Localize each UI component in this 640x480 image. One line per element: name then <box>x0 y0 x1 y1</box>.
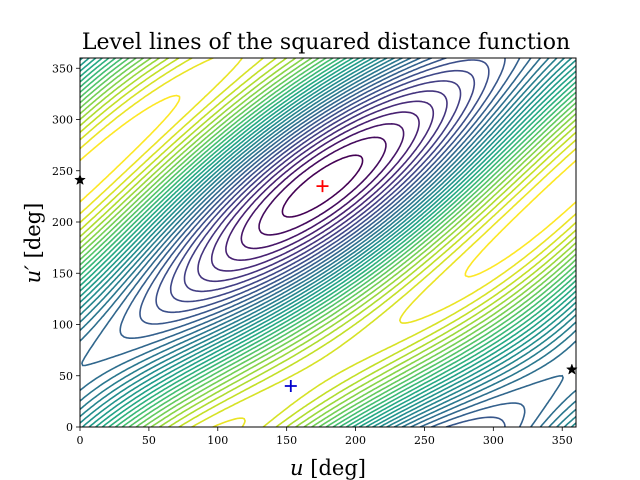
x-axis: 0 50 100 150 200 250 300 350 <box>77 427 573 447</box>
contour-level <box>80 58 576 427</box>
contour-level <box>210 100 435 272</box>
plot-frame <box>79 57 577 428</box>
y-tick-label: 50 <box>59 370 73 383</box>
y-tick-label: 300 <box>52 114 73 127</box>
contour-level <box>80 58 576 427</box>
contour-lines <box>80 58 576 427</box>
markers <box>74 173 578 392</box>
contour-level <box>80 58 576 427</box>
contour-level <box>155 59 490 314</box>
contour-level <box>240 123 405 250</box>
x-tick-label: 250 <box>414 434 435 447</box>
y-tick-label: 350 <box>52 62 73 75</box>
contour-level <box>258 136 387 236</box>
x-tick-label: 100 <box>207 434 228 447</box>
contour-level <box>80 58 576 427</box>
star-left-marker <box>74 173 86 185</box>
contour-level <box>80 94 576 278</box>
star-right-marker <box>565 363 578 375</box>
y-tick-label: 150 <box>52 267 73 280</box>
contour-level <box>80 58 576 427</box>
x-tick-label: 50 <box>142 434 156 447</box>
contour-level <box>225 111 420 261</box>
minimum-marker <box>284 380 297 392</box>
contour-level <box>169 69 476 303</box>
contour-level <box>80 58 576 427</box>
x-tick-label: 350 <box>552 434 573 447</box>
y-tick-label: 0 <box>66 421 73 434</box>
x-tick-label: 0 <box>77 434 84 447</box>
y-axis-label: u′ [deg] <box>21 203 45 284</box>
y-tick-label: 200 <box>52 216 73 229</box>
x-tick-label: 150 <box>276 434 297 447</box>
contour-level <box>281 154 364 218</box>
maximum-marker <box>316 180 329 193</box>
contour-level <box>197 90 448 283</box>
chart-title: Level lines of the squared distance func… <box>82 30 570 55</box>
contour-level <box>80 58 576 427</box>
x-tick-label: 300 <box>483 434 504 447</box>
y-axis: 0 50 100 150 200 250 300 350 <box>52 62 80 434</box>
x-tick-label: 200 <box>345 434 366 447</box>
x-axis-label: u [deg] <box>290 456 366 480</box>
contour-level <box>183 80 462 293</box>
y-tick-label: 100 <box>52 319 73 332</box>
contour-level <box>80 58 576 427</box>
y-tick-label: 250 <box>52 165 73 178</box>
contour-level <box>80 58 576 427</box>
